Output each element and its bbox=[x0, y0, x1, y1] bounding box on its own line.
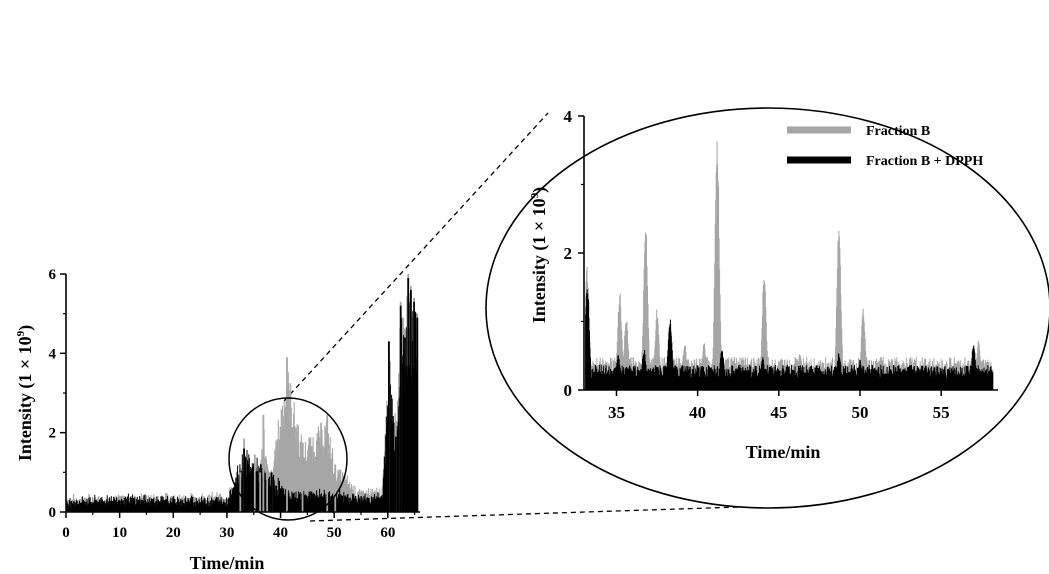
legend-label-fraction-b: Fraction B bbox=[866, 124, 930, 139]
inset-x-axis-title: Time/min bbox=[746, 442, 821, 462]
legend-label-fraction-b-dpph: Fraction B + DPPH bbox=[866, 154, 983, 169]
inset-y-axis-title-base: Intensity (1 × 10 bbox=[529, 198, 550, 323]
main-series-group bbox=[67, 274, 418, 512]
inset-x-tick-label: 55 bbox=[933, 403, 950, 422]
main-y-axis-title-close: ) bbox=[15, 325, 36, 331]
main-x-tick-label: 10 bbox=[112, 525, 127, 541]
inset-y-axis-title-close: ) bbox=[529, 187, 550, 193]
main-x-tick-label: 0 bbox=[62, 525, 70, 541]
main-x-ticks: 0 10 20 30 40 50 60 bbox=[62, 512, 414, 541]
main-x-tick-label: 50 bbox=[327, 525, 342, 541]
main-x-tick-label: 60 bbox=[380, 525, 395, 541]
main-y-ticks: 0 2 4 6 bbox=[49, 267, 67, 521]
inset-chart: 35 40 45 50 55 0 2 4 Time/min Intensity (1 × 1… bbox=[486, 107, 1049, 508]
inset-x-tick-label: 35 bbox=[608, 403, 625, 422]
main-y-tick-label: 2 bbox=[49, 426, 57, 442]
inset-y-axis-title: Intensity (1 × 109) bbox=[529, 187, 550, 323]
main-x-tick-label: 40 bbox=[273, 525, 288, 541]
main-x-tick-label: 20 bbox=[166, 525, 181, 541]
main-end-block bbox=[404, 363, 418, 513]
main-y-tick-label: 6 bbox=[49, 267, 57, 283]
inset-x-tick-label: 50 bbox=[852, 403, 869, 422]
main-y-axis-title-base: Intensity (1 × 10 bbox=[15, 336, 36, 461]
inset-x-tick-label: 40 bbox=[689, 403, 706, 422]
main-y-axis-title: Intensity (1 × 109) bbox=[15, 325, 36, 461]
main-series-fraction-b-dpph bbox=[67, 296, 417, 512]
inset-x-tick-label: 45 bbox=[770, 403, 787, 422]
inset-y-tick-label: 4 bbox=[564, 107, 573, 126]
main-y-tick-label: 0 bbox=[49, 505, 57, 521]
inset-y-tick-label: 2 bbox=[564, 244, 573, 263]
main-chart: 0 10 20 30 40 50 60 0 2 4 6 Time/min Intensity (1… bbox=[15, 267, 420, 573]
main-x-tick-label: 30 bbox=[219, 525, 234, 541]
main-x-axis-title: Time/min bbox=[190, 553, 265, 573]
main-y-tick-label: 4 bbox=[49, 346, 57, 362]
inset-y-tick-label: 0 bbox=[564, 381, 573, 400]
